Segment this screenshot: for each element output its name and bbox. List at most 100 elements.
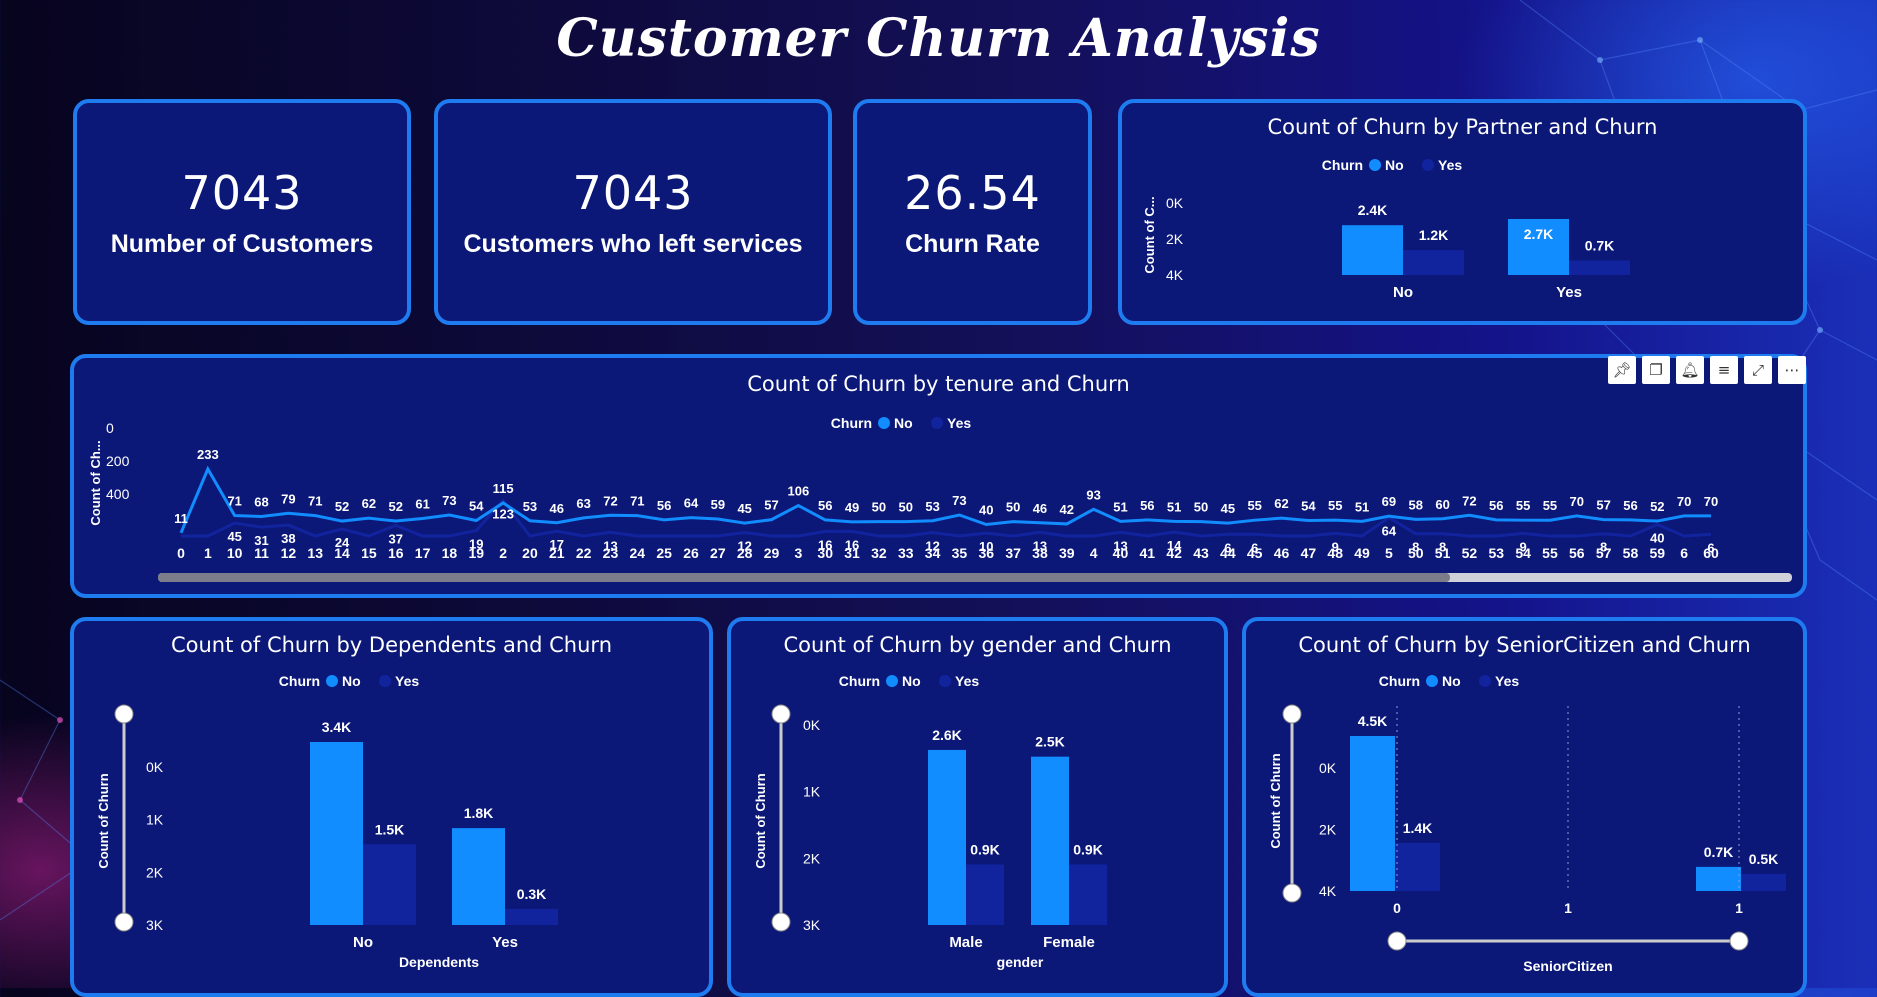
pin-icon[interactable]: 📌︎ bbox=[1608, 356, 1636, 384]
kpi-card-customers-left[interactable]: 7043 Customers who left services bbox=[434, 99, 832, 325]
y-axis-label: Count of Ch... bbox=[88, 440, 103, 525]
data-label-no: 45 bbox=[737, 501, 751, 516]
data-label-yes: 8 bbox=[1600, 540, 1607, 555]
data-label: 4.5K bbox=[1358, 713, 1388, 729]
legend-label-yes: Yes bbox=[947, 415, 971, 431]
dependents-chart: Churn No Yes Count of Churn 3K 2K 1K 0K 3.4K 1.5K… bbox=[96, 673, 558, 970]
x-tick-label: 37 bbox=[1005, 545, 1021, 561]
data-label-no: 49 bbox=[845, 500, 859, 515]
x-axis-label: Dependents bbox=[399, 954, 479, 970]
series-line-yes bbox=[181, 498, 1712, 538]
bar-yes bbox=[966, 864, 1004, 925]
kpi-label: Customers who left services bbox=[463, 229, 803, 258]
y-tick-label: 2K bbox=[803, 850, 821, 866]
data-label-yes: 13 bbox=[1113, 538, 1127, 553]
data-label-no: 50 bbox=[1194, 500, 1208, 515]
data-label-no: 70 bbox=[1704, 494, 1718, 509]
expand-icon[interactable]: ⤢ bbox=[1744, 356, 1772, 384]
data-label: 0.3K bbox=[517, 886, 547, 902]
chart-card-dependents[interactable]: Count of Churn by Dependents and Churn C… bbox=[70, 617, 713, 997]
y-tick-label: 0K bbox=[803, 717, 821, 733]
data-label-no: 71 bbox=[227, 494, 241, 509]
data-label-no: 60 bbox=[1435, 497, 1449, 512]
x-tick-label: 50 bbox=[1408, 545, 1424, 561]
bar-no bbox=[1342, 225, 1403, 275]
data-label-yes: 45 bbox=[227, 529, 241, 544]
data-label-no: 93 bbox=[1086, 487, 1100, 502]
kpi-value: 7043 bbox=[572, 165, 694, 220]
x-tick-label: Yes bbox=[1556, 284, 1582, 301]
kpi-card-customers[interactable]: 7043 Number of Customers bbox=[73, 99, 411, 325]
data-label: 3.4K bbox=[322, 719, 352, 735]
data-label-no: 57 bbox=[1596, 498, 1610, 513]
gender-chart: Churn No Yes Count of Churn 3K 2K 1K 0K 2.6K 0.9K… bbox=[753, 673, 1107, 970]
x-tick-label: 58 bbox=[1623, 545, 1639, 561]
x-tick-label: 43 bbox=[1193, 545, 1209, 561]
data-label-no: 42 bbox=[1060, 502, 1074, 517]
x-tick-label: 38 bbox=[1032, 545, 1048, 561]
data-label-no: 64 bbox=[684, 496, 699, 511]
data-label-yes: 12 bbox=[925, 539, 939, 554]
x-tick-label: 22 bbox=[576, 545, 592, 561]
data-label-yes: 9 bbox=[1332, 539, 1339, 554]
kpi-card-churn-rate[interactable]: 26.54 Churn Rate bbox=[853, 99, 1092, 325]
x-axis-label: gender bbox=[997, 954, 1044, 970]
data-label-no: 71 bbox=[630, 494, 644, 509]
x-tick-label: 30 bbox=[817, 545, 833, 561]
kpi-value: 7043 bbox=[181, 165, 303, 220]
x-tick-label: 59 bbox=[1650, 545, 1666, 561]
x-tick-label: 57 bbox=[1596, 545, 1612, 561]
legend-label-no: No bbox=[342, 673, 361, 689]
data-label-no: 68 bbox=[254, 494, 268, 509]
x-tick-label: 18 bbox=[442, 545, 458, 561]
zoom-slider-handle bbox=[114, 912, 134, 932]
y-tick-label: 4K bbox=[1319, 883, 1337, 899]
data-label-no: 45 bbox=[1221, 501, 1235, 516]
x-tick-label: 29 bbox=[764, 545, 780, 561]
data-label-no: 50 bbox=[899, 500, 913, 515]
chart-card-gender[interactable]: Count of Churn by gender and Churn Churn… bbox=[727, 617, 1228, 997]
data-label-no: 73 bbox=[442, 493, 456, 508]
data-label-no: 51 bbox=[1113, 499, 1127, 514]
y-tick-label: 0K bbox=[1166, 195, 1184, 211]
chart-card-partner[interactable]: Count of Churn by Partner and Churn Chur… bbox=[1118, 99, 1807, 325]
data-label-yes: 17 bbox=[550, 537, 564, 552]
x-tick-label: 13 bbox=[307, 545, 323, 561]
data-label-yes: 13 bbox=[603, 538, 617, 553]
data-label-yes: 8 bbox=[1412, 540, 1419, 555]
x-tick-label: 1 bbox=[1564, 900, 1572, 916]
data-label: 0.9K bbox=[970, 841, 1000, 857]
data-label-yes: 40 bbox=[1650, 531, 1664, 546]
kpi-label: Churn Rate bbox=[905, 229, 1040, 258]
data-label-no: 72 bbox=[1462, 493, 1476, 508]
data-label-yes: 6 bbox=[1224, 540, 1231, 555]
partner-chart: Churn No Yes Count of C... 4K 2K 0K 2.4K 1.2K No 2… bbox=[1142, 157, 1630, 301]
legend-title: Churn bbox=[1379, 673, 1420, 689]
data-label-yes: 123 bbox=[492, 507, 514, 522]
bell-icon[interactable]: 🔔︎ bbox=[1676, 356, 1704, 384]
x-tick-label: 1 bbox=[204, 545, 212, 561]
data-label-no: 59 bbox=[711, 497, 725, 512]
filter-icon[interactable]: ≡ bbox=[1710, 356, 1738, 384]
legend-label-no: No bbox=[894, 415, 913, 431]
senior-chart: Churn No Yes Count of Churn 4K 2K 0K 4.5K 1.4K 0.… bbox=[1268, 673, 1786, 974]
chart-card-tenure[interactable]: Count of Churn by tenure and Churn 📌︎ ❐ … bbox=[70, 354, 1807, 598]
legend-marker-no bbox=[1369, 159, 1381, 171]
bar-no bbox=[452, 828, 505, 925]
legend-label-no: No bbox=[1442, 673, 1461, 689]
chart-title: Count of Churn by gender and Churn bbox=[783, 633, 1172, 657]
data-label-yes: 31 bbox=[254, 533, 268, 548]
data-label-no: 55 bbox=[1247, 498, 1261, 513]
data-label: 2.5K bbox=[1035, 734, 1065, 750]
x-tick-label: Female bbox=[1043, 934, 1095, 951]
legend-title: Churn bbox=[279, 673, 320, 689]
more-icon[interactable]: ⋯ bbox=[1778, 356, 1806, 384]
data-label-yes: 13 bbox=[1033, 538, 1047, 553]
data-label-no: 115 bbox=[493, 481, 514, 496]
chart-card-senior[interactable]: Count of Churn by SeniorCitizen and Chur… bbox=[1242, 617, 1807, 997]
x-tick-label: 31 bbox=[844, 545, 860, 561]
legend-marker-yes bbox=[931, 417, 943, 429]
copy-icon[interactable]: ❐ bbox=[1642, 356, 1670, 384]
chart-title: Count of Churn by Partner and Churn bbox=[1267, 115, 1658, 139]
data-label-yes: 19 bbox=[469, 537, 483, 552]
